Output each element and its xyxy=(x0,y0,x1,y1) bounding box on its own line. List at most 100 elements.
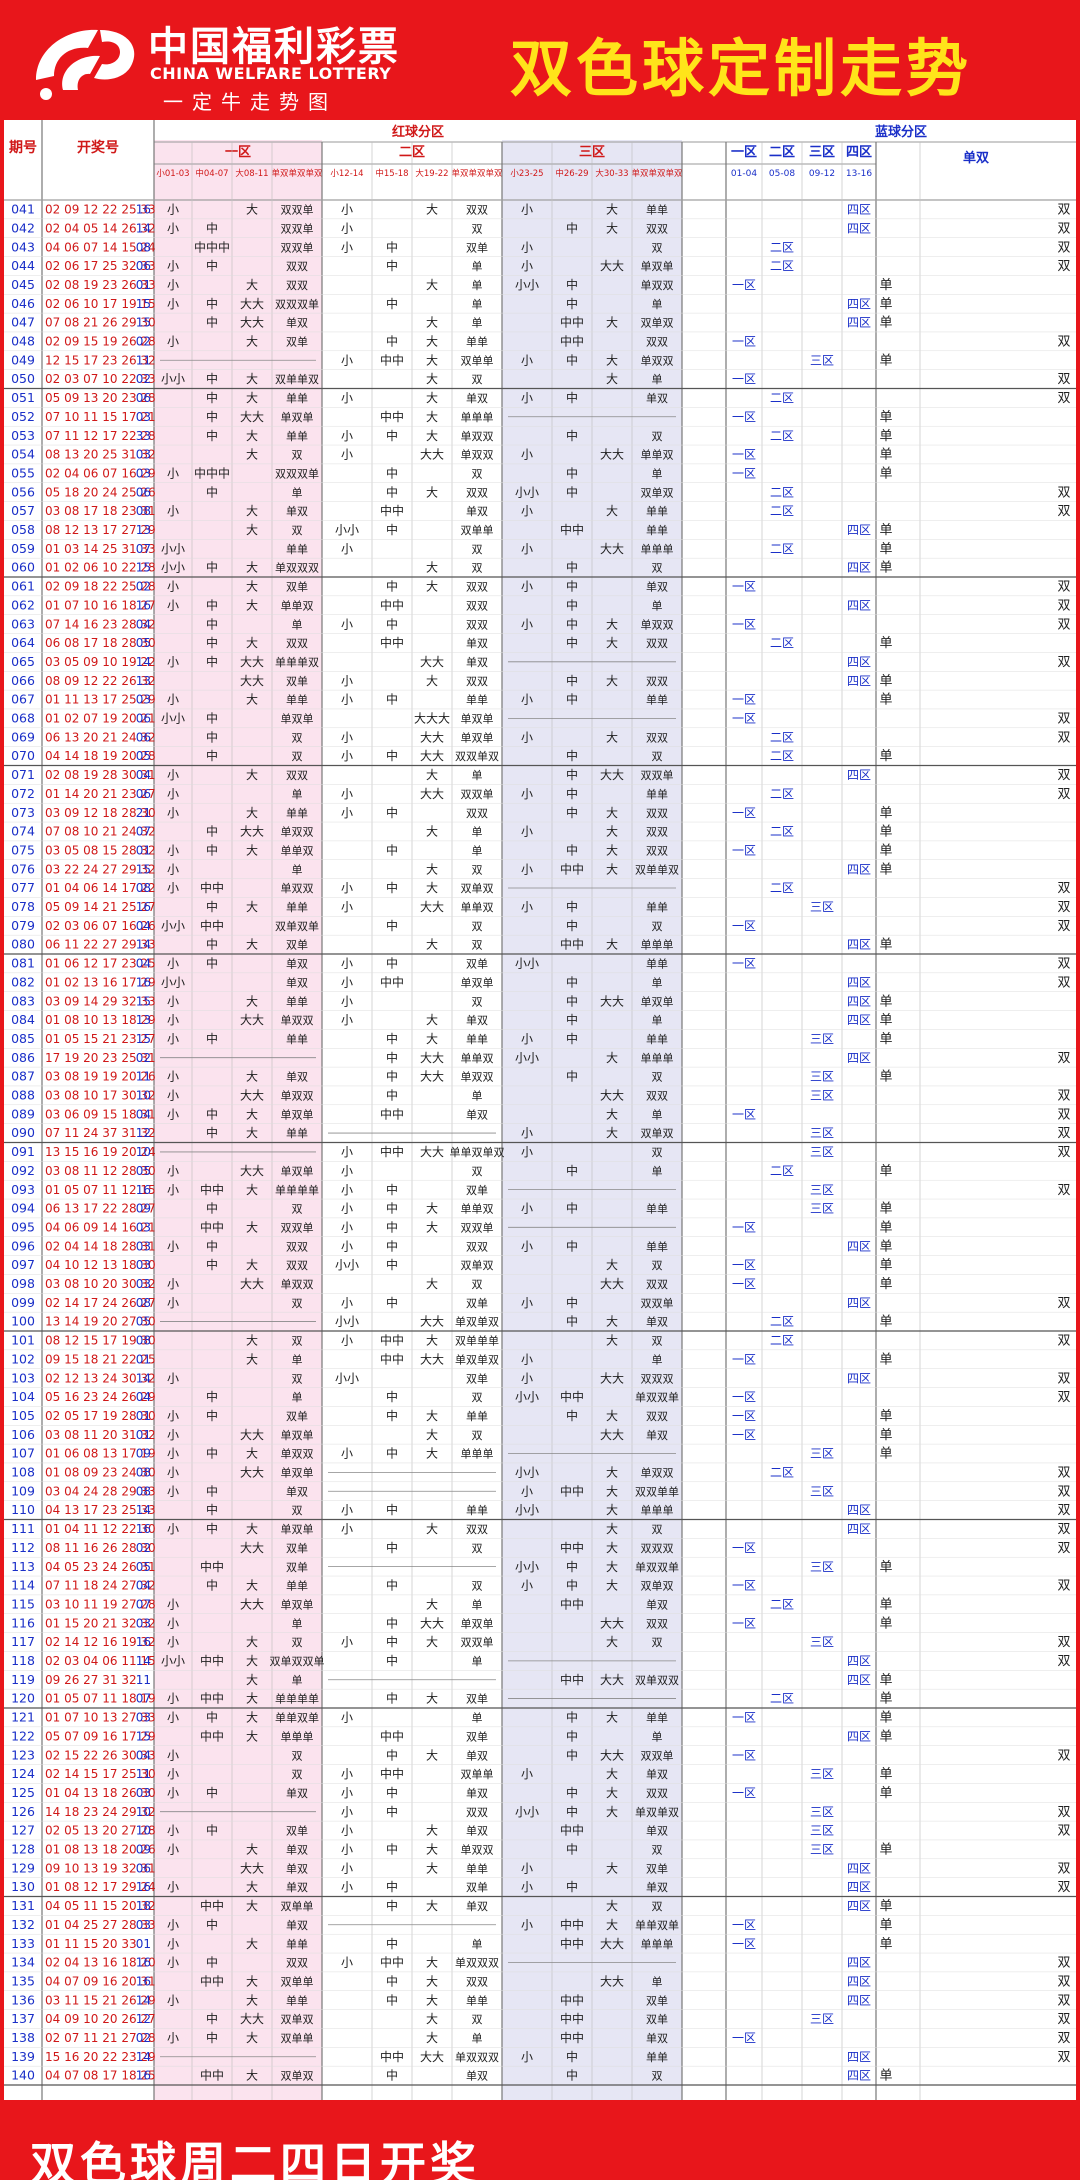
zone-cell: 中 xyxy=(566,484,578,499)
zone-cell: 单双 xyxy=(646,1768,668,1781)
zone-cell: 中 xyxy=(206,956,218,971)
zone-cell: 大大 xyxy=(420,448,444,462)
issue-number: 044 xyxy=(11,258,35,273)
zone-cell: 小 xyxy=(167,1786,179,1800)
blue-zone-mark: 一区 xyxy=(732,580,756,594)
blue-parity: 双 xyxy=(1057,1541,1070,1556)
zone-cell: 单双 xyxy=(286,505,308,518)
blue-ball: 02 xyxy=(136,1541,151,1555)
red-balls: 13 14 19 20 27 30 xyxy=(45,1315,156,1329)
zone-cell: 小 xyxy=(341,240,353,254)
zone-cell: 大 xyxy=(606,504,618,518)
zone-cell: 中 xyxy=(206,899,218,914)
zone-cell: 大大 xyxy=(240,825,264,839)
zone-cell: 单单双 xyxy=(281,599,314,612)
zone-cell: 中 xyxy=(206,1502,218,1517)
blue-ball: 10 xyxy=(136,1805,151,1819)
zone-cell: 中 xyxy=(386,1615,398,1630)
red-balls: 09 26 27 31 32 xyxy=(45,1673,137,1687)
red-balls: 01 08 12 17 29 24 xyxy=(45,1880,156,1894)
issue-number: 102 xyxy=(11,1351,35,1366)
blue-parity: 双 xyxy=(1057,1183,1070,1198)
red-balls: 02 04 13 16 18 20 xyxy=(45,1956,156,1970)
zone-cell: 单双双 xyxy=(641,354,674,367)
red-balls: 01 08 13 18 20 26 xyxy=(45,1843,156,1857)
zone-cell: 单双 xyxy=(646,1825,668,1838)
red-balls: 03 08 10 20 30 32 xyxy=(45,1277,156,1291)
zone-cell: 双双单 xyxy=(281,222,314,235)
issue-number: 089 xyxy=(11,1106,35,1121)
blue-parity: 双 xyxy=(1057,1145,1070,1160)
logo-subtitle: 一定牛走势图 xyxy=(163,90,337,114)
zone-cell: 中中 xyxy=(560,937,584,952)
zone-cell: 中 xyxy=(386,1050,398,1065)
blue-parity: 单 xyxy=(879,1843,892,1858)
red-balls: 01 02 07 19 20 21 xyxy=(45,712,156,726)
blue-zone-mark: 四区 xyxy=(847,1880,871,1894)
blue-zone-mark: 一区 xyxy=(732,1616,756,1630)
zone-cell: 单双单双 xyxy=(455,1316,499,1329)
zone-cell: 小小 xyxy=(515,1805,539,1819)
zone-cell: 中中 xyxy=(200,1973,224,1988)
zone-cell: 单双单 xyxy=(281,1429,314,1442)
zone-cell: 中 xyxy=(386,1408,398,1423)
blue-zone-mark: 四区 xyxy=(847,1013,871,1027)
red-balls: 01 02 06 10 22 28 xyxy=(45,561,156,575)
logo-chinese-text: 中国福利彩票 xyxy=(148,24,400,70)
blue-zone-mark: 二区 xyxy=(770,825,794,839)
red-balls: 02 08 19 28 30 31 xyxy=(45,768,156,782)
blue-ball: 16 xyxy=(136,1635,151,1649)
zone-cell: 大大 xyxy=(240,1597,264,1611)
blue-ball: 07 xyxy=(136,1692,151,1706)
zone-cell: 单单 xyxy=(286,430,308,443)
zone-cell: 单单 xyxy=(286,543,308,556)
issue-number: 042 xyxy=(11,220,35,235)
zone-cell: 双 xyxy=(652,1636,663,1649)
blue-zone-mark: 二区 xyxy=(770,636,794,650)
zone-cell: 大 xyxy=(246,1352,258,1366)
blue-ball: 02 xyxy=(136,1051,151,1065)
zone-cell: 双单双 xyxy=(641,486,674,499)
blue-parity: 双 xyxy=(1057,768,1070,783)
zone-cell: 小 xyxy=(167,466,179,480)
header-blue-zone-4: 四区 xyxy=(846,145,872,160)
zone-cell: 小 xyxy=(521,617,533,631)
red-balls: 03 11 15 21 26 29 xyxy=(45,1993,156,2007)
zone-cell: 单双单 xyxy=(281,1165,314,1178)
zone-cell: 大大 xyxy=(240,1428,264,1442)
blue-parity: 双 xyxy=(1057,1484,1070,1499)
blue-zone-mark: 四区 xyxy=(847,1503,871,1517)
zone-cell: 单单 xyxy=(646,694,668,707)
blue-zone-mark: 三区 xyxy=(810,1032,834,1046)
blue-parity: 单 xyxy=(879,316,892,331)
zone-cell: 大大 xyxy=(600,542,624,556)
zone-cell: 单单双单 xyxy=(635,1919,679,1932)
issue-number: 106 xyxy=(11,1427,35,1442)
zone-cell: 中 xyxy=(206,2030,218,2045)
blue-ball: 14 xyxy=(136,1993,151,2007)
zone-cell: 大 xyxy=(426,316,438,330)
issue-number: 126 xyxy=(11,1804,35,1819)
zone-cell: 中中 xyxy=(560,1540,584,1555)
zone-cell: 大 xyxy=(606,1560,618,1574)
blue-ball: 06 xyxy=(136,787,151,801)
zone-cell: 大 xyxy=(606,1861,618,1875)
blue-zone-mark: 三区 xyxy=(810,1767,834,1781)
blue-zone-mark: 四区 xyxy=(847,1371,871,1385)
zone-cell: 单单单单 xyxy=(275,1184,319,1197)
zone-cell: 大大 xyxy=(420,1145,444,1159)
zone-cell: 大大 xyxy=(240,297,264,311)
blue-zone-mark: 一区 xyxy=(732,1107,756,1121)
zone-cell: 大 xyxy=(246,2069,258,2083)
zone-cell: 小 xyxy=(341,353,353,367)
zone-cell: 大大 xyxy=(240,674,264,688)
zone-cell: 中 xyxy=(386,918,398,933)
blue-ball: 08 xyxy=(136,240,151,254)
blue-zone-mark: 四区 xyxy=(847,1654,871,1668)
blue-ball: 03 xyxy=(136,1616,151,1630)
zone-cell: 单 xyxy=(292,1674,303,1687)
blue-ball: 07 xyxy=(136,825,151,839)
issue-number: 078 xyxy=(11,899,35,914)
zone-cell: 大 xyxy=(426,1635,438,1649)
issue-number: 054 xyxy=(11,447,35,462)
